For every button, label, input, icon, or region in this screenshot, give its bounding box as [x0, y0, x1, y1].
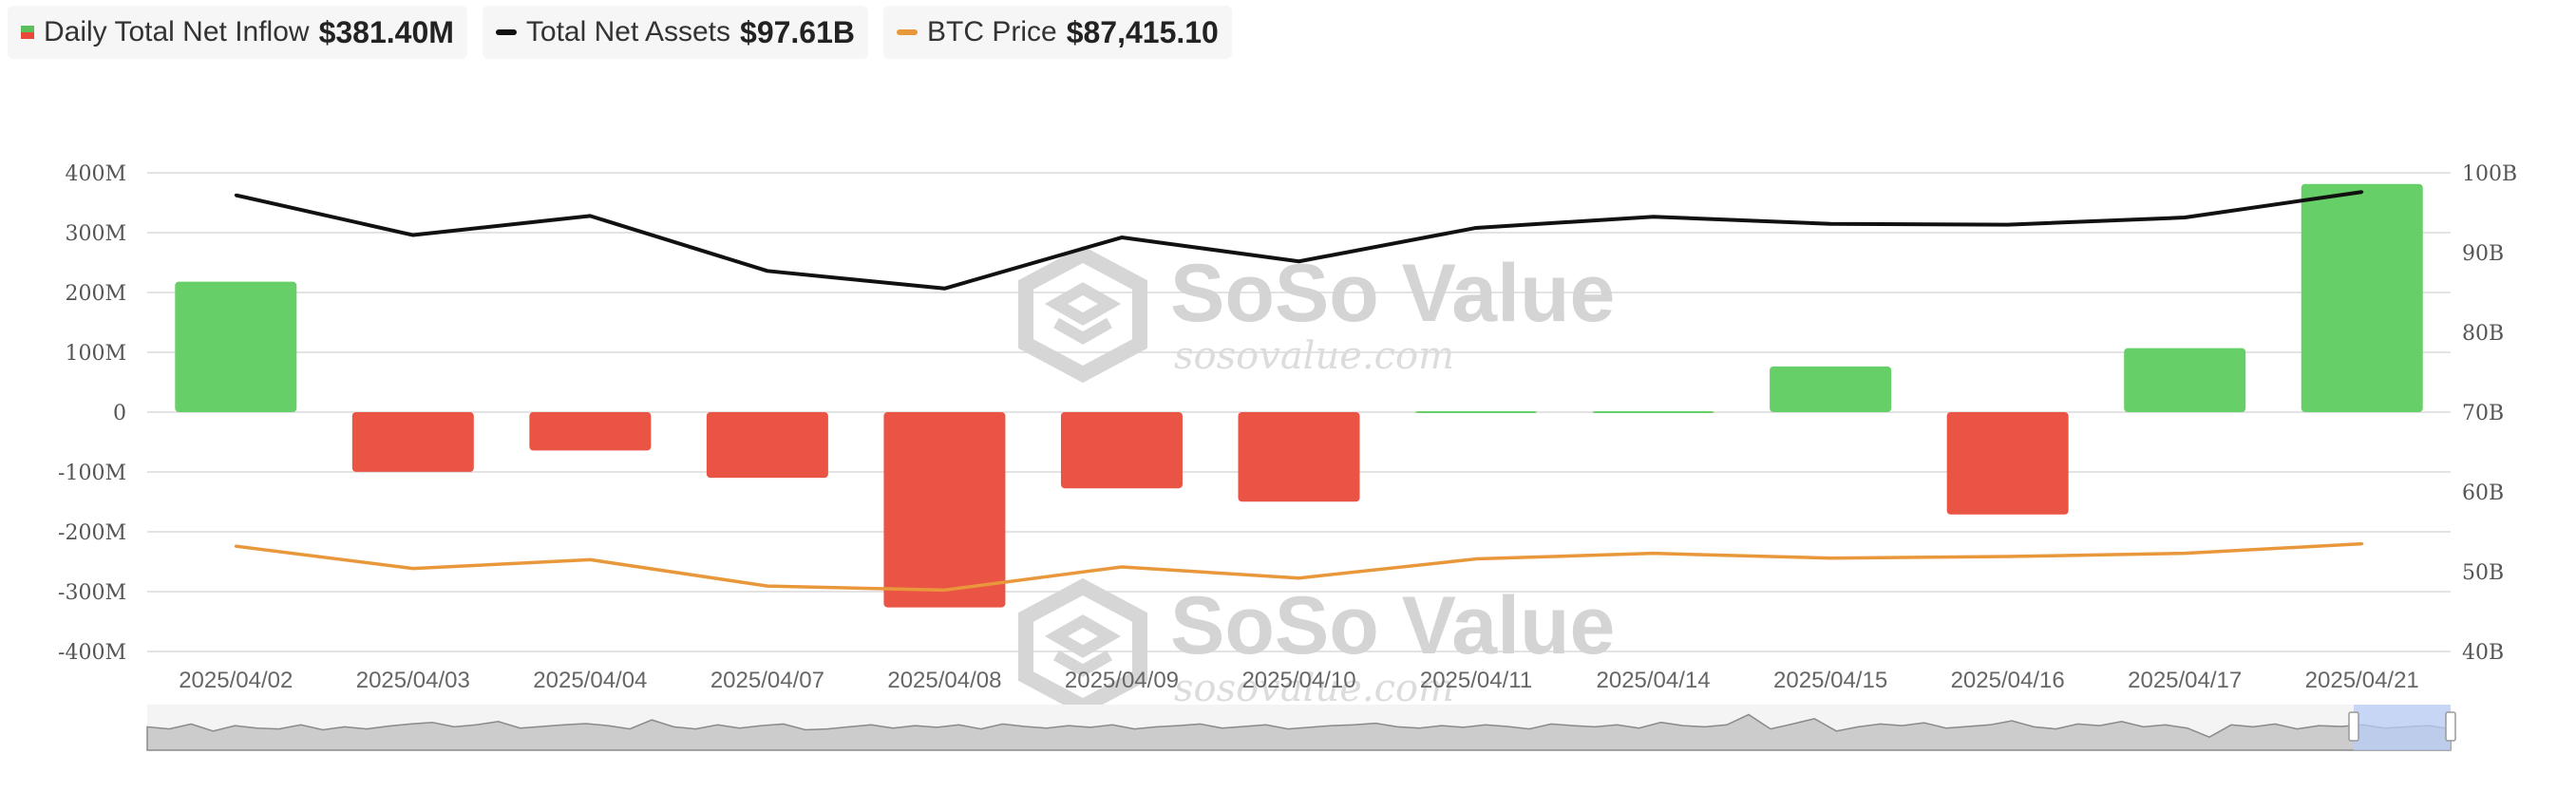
btc-point — [942, 588, 946, 592]
legend-item-btc[interactable]: BTC Price $87,415.10 — [883, 6, 1232, 59]
btc-point — [1474, 557, 1478, 561]
btc-point — [588, 557, 592, 561]
legend-item-inflow[interactable]: Daily Total Net Inflow $381.40M — [8, 6, 467, 59]
assets-point — [766, 269, 769, 273]
inflow-bar — [1238, 412, 1360, 502]
legend-inflow-value: $381.40M — [318, 14, 454, 49]
cube-logo-icon — [1044, 614, 1122, 677]
x-tick-label: 2025/04/03 — [356, 668, 470, 693]
navigator-handle[interactable] — [2348, 711, 2359, 742]
assets-point — [234, 194, 237, 198]
assets-point — [1297, 259, 1300, 263]
y-right-tick-label: 100B — [2462, 162, 2517, 186]
y-left-tick-label: -400M — [58, 641, 126, 665]
bar-swatch-icon — [21, 26, 34, 39]
y-left-tick-label: 400M — [65, 162, 126, 186]
y-left-tick-label: 0 — [113, 402, 126, 425]
cube-logo-icon — [1044, 282, 1122, 345]
legend-assets-label: Total Net Assets — [525, 16, 731, 47]
inflow-bar — [1415, 411, 1538, 414]
legend-item-assets[interactable]: Total Net Assets $97.61B — [482, 6, 868, 59]
inflow-bar — [883, 412, 1006, 608]
legend-inflow-label: Daily Total Net Inflow — [44, 16, 310, 47]
btc-point — [234, 544, 237, 548]
y-right-tick-label: 90B — [2462, 242, 2504, 266]
cube-logo-icon — [1018, 577, 1147, 716]
btc-point — [2360, 542, 2364, 546]
y-right-tick-label: 60B — [2462, 481, 2504, 505]
inflow-bar — [175, 281, 297, 412]
y-right-tick-label: 50B — [2462, 561, 2504, 585]
x-tick-label: 2025/04/07 — [710, 668, 824, 693]
assets-point — [1652, 215, 1656, 218]
inflow-bar — [1946, 412, 2069, 515]
x-tick-label: 2025/04/08 — [887, 668, 1001, 693]
btc-point — [2006, 555, 2010, 558]
inflow-bar — [1060, 412, 1183, 489]
assets-point — [588, 214, 592, 217]
inflow-bar — [351, 412, 474, 472]
inflow-bar — [1592, 411, 1714, 414]
btc-point — [2183, 552, 2187, 556]
x-tick-label: 2025/04/11 — [1420, 668, 1532, 693]
y-left-tick-label: -300M — [58, 581, 126, 605]
x-tick-label: 2025/04/04 — [533, 668, 647, 693]
navigator-window[interactable] — [2354, 705, 2451, 750]
x-tick-label: 2025/04/17 — [2128, 668, 2242, 693]
inflow-bar — [706, 412, 828, 479]
x-tick-label: 2025/04/21 — [2305, 668, 2419, 693]
y-left-tick-label: -100M — [58, 462, 126, 485]
btc-point — [1120, 565, 1124, 569]
btc-point — [411, 567, 415, 571]
x-tick-label: 2025/04/02 — [179, 668, 293, 693]
assets-point — [1474, 226, 1478, 230]
btc-point — [1828, 556, 1832, 560]
assets-point — [2006, 223, 2010, 227]
x-tick-label: 2025/04/14 — [1597, 668, 1711, 693]
x-tick-label: 2025/04/15 — [1773, 668, 1887, 693]
line-swatch-icon — [897, 29, 918, 35]
watermark-brand: SoSo Value — [1170, 248, 1615, 339]
legend-btc-label: BTC Price — [927, 16, 1057, 47]
y-left-tick-label: -200M — [58, 521, 126, 545]
watermark-site: sosovalue.com — [1174, 334, 1454, 378]
assets-point — [942, 287, 946, 291]
inflow-bar — [2124, 348, 2246, 412]
btc-point — [1297, 576, 1300, 580]
assets-point — [411, 234, 415, 237]
y-left-tick-label: 300M — [65, 222, 126, 246]
inflow-bar — [1770, 366, 1892, 412]
y-left-tick-label: 200M — [65, 282, 126, 306]
assets-point — [1828, 222, 1832, 226]
navigator-series — [146, 713, 2452, 751]
navigator-handle[interactable] — [2445, 711, 2456, 742]
watermark-brand: SoSo Value — [1170, 580, 1615, 671]
assets-point — [2183, 216, 2187, 219]
x-tick-label: 2025/04/10 — [1241, 668, 1355, 693]
y-right-tick-label: 80B — [2462, 322, 2504, 346]
assets-point — [2360, 190, 2364, 194]
x-tick-label: 2025/04/09 — [1065, 668, 1179, 693]
y-left-tick-label: 100M — [65, 342, 126, 366]
legend-assets-value: $97.61B — [740, 14, 855, 49]
x-tick-label: 2025/04/16 — [1951, 668, 2065, 693]
legend: Daily Total Net Inflow $381.40M Total Ne… — [8, 6, 1232, 59]
y-right-tick-label: 40B — [2462, 641, 2504, 665]
cube-logo-icon — [1018, 245, 1147, 384]
btc-point — [1652, 552, 1656, 556]
watermark-site: sosovalue.com — [1174, 667, 1454, 710]
legend-btc-value: $87,415.10 — [1066, 14, 1219, 49]
line-swatch-icon — [495, 29, 517, 35]
inflow-bar — [2301, 183, 2423, 412]
assets-point — [1120, 236, 1124, 239]
inflow-bar — [529, 412, 652, 451]
y-right-tick-label: 70B — [2462, 402, 2504, 425]
btc-point — [766, 584, 769, 588]
